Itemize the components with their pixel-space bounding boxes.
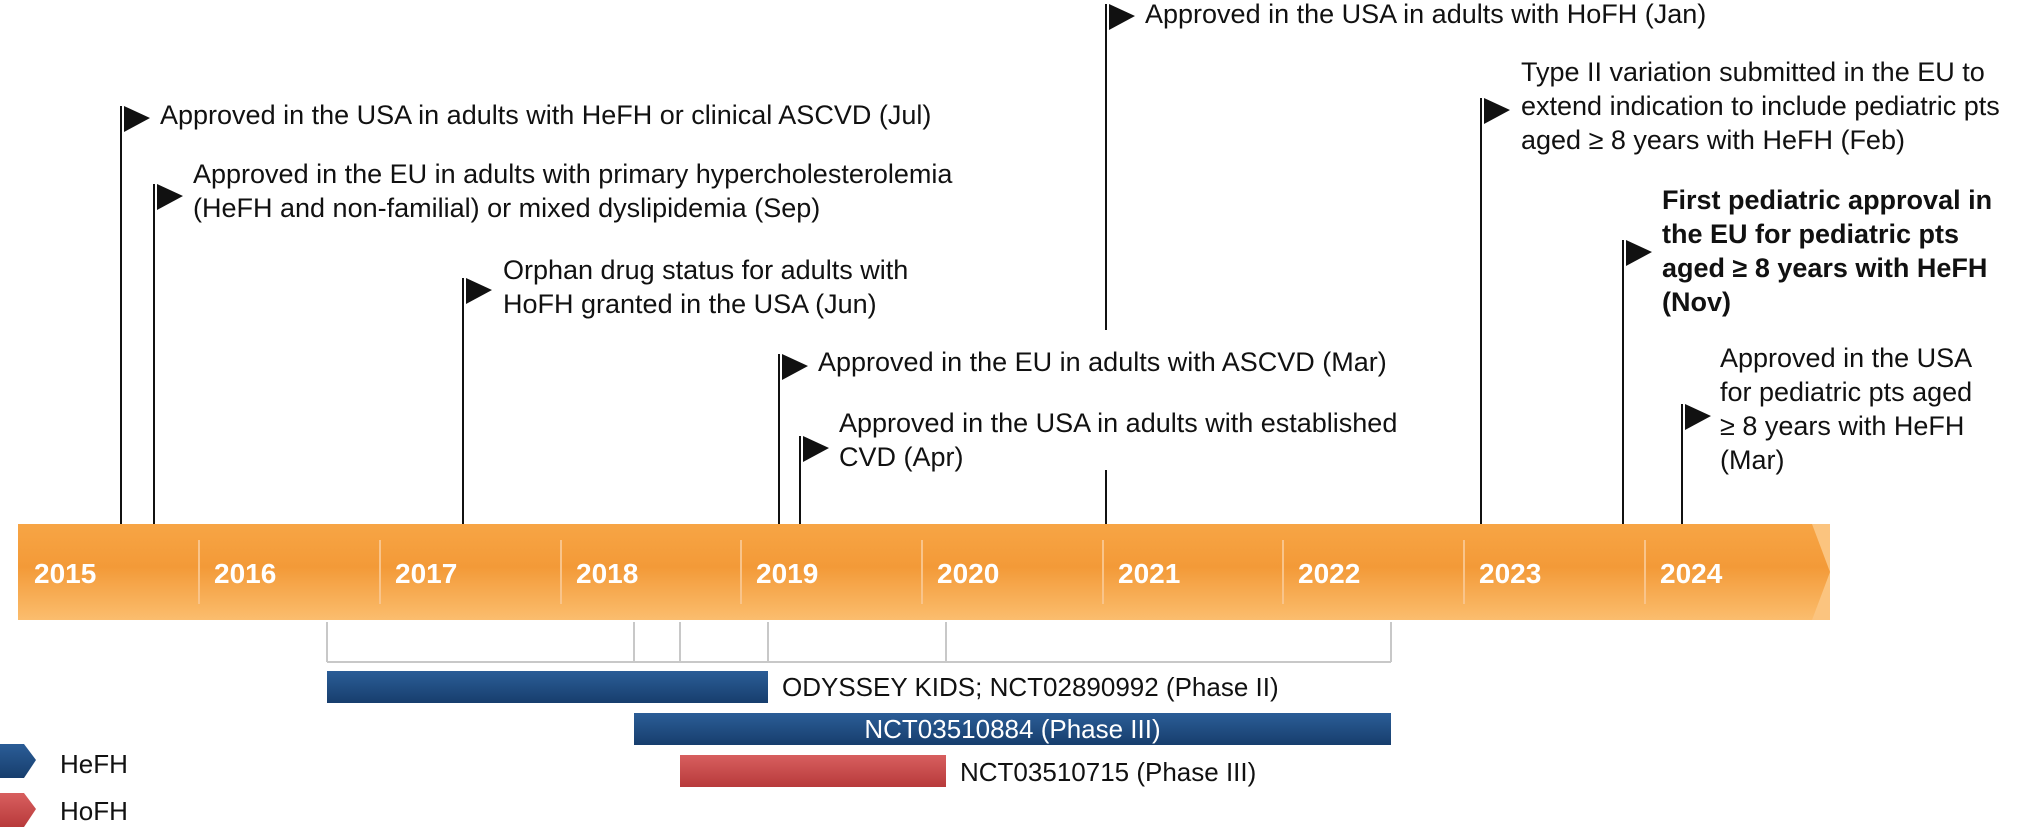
flag-marker — [1685, 404, 1711, 430]
year-label: 2018 — [576, 558, 638, 589]
year-label: 2021 — [1118, 558, 1180, 589]
flag-marker — [1109, 4, 1135, 30]
event-text: Approved in the EU in adults with ASCVD … — [818, 347, 1387, 377]
timeline-band — [18, 524, 1830, 620]
trial-bar-nct03510884 — [634, 713, 1391, 745]
legend-swatch-hofh — [0, 793, 36, 827]
year-label: 2016 — [214, 558, 276, 589]
event-text: Approved in the USA in adults with HoFH … — [1145, 0, 1707, 29]
year-label: 2023 — [1479, 558, 1541, 589]
legend-label-hefh: HeFH — [60, 749, 128, 779]
event-2: Approved in the EU in adults with primar… — [193, 157, 952, 225]
legend-label-hofh: HoFH — [60, 796, 128, 826]
event-text: (Nov) — [1662, 287, 1731, 317]
year-label: 2019 — [756, 558, 818, 589]
trial-bar-odyssey-kids — [327, 671, 768, 703]
year-label: 2020 — [937, 558, 999, 589]
event-text: aged ≥ 8 years with HeFH — [1662, 253, 1988, 283]
event-text: First pediatric approval in — [1662, 185, 1993, 215]
flag-marker — [124, 106, 150, 132]
legend — [0, 744, 36, 827]
event-flags — [124, 4, 1711, 462]
year-labels: 2015 2016 2017 2018 2019 2020 2021 2022 … — [34, 558, 1723, 589]
event-text: extend indication to include pediatric p… — [1521, 91, 2000, 121]
bracket-nct03510884 — [633, 622, 1392, 663]
flag-marker — [1484, 98, 1510, 124]
event-text: the EU for pediatric pts — [1662, 219, 1960, 249]
event-text: aged ≥ 8 years with HeFH (Feb) — [1521, 125, 1905, 155]
flag-marker — [466, 278, 492, 304]
event-text: ≥ 8 years with HeFH — [1720, 411, 1965, 441]
event-text: for pediatric pts aged — [1720, 377, 1973, 407]
event-text: (HeFH and non-familial) or mixed dyslipi… — [193, 193, 821, 223]
event-6: Approved in the USA in adults with HoFH … — [1145, 0, 1706, 31]
event-text: Approved in the EU in adults with primar… — [193, 159, 953, 189]
bracket-odyssey-kids — [326, 622, 769, 663]
flag-marker — [157, 184, 183, 210]
event-3: Orphan drug status for adults with HoFH … — [503, 253, 908, 321]
trial-brackets — [326, 622, 1392, 663]
trial-bars — [327, 671, 1391, 787]
event-8: First pediatric approval in the EU for p… — [1662, 183, 1992, 319]
trial-label-nct03510715: NCT03510715 (Phase III) — [960, 757, 1257, 787]
flag-marker — [803, 436, 829, 462]
year-label: 2024 — [1660, 558, 1723, 589]
event-4: Approved in the EU in adults with ASCVD … — [818, 345, 1387, 379]
event-text: Orphan drug status for adults with — [503, 255, 909, 285]
bracket-nct03510715 — [679, 622, 947, 663]
event-text: HoFH granted in the USA (Jun) — [503, 289, 877, 319]
event-1: Approved in the USA in adults with HeFH … — [160, 98, 931, 132]
event-text: Approved in the USA — [1720, 343, 1973, 373]
trial-label-nct03510884: NCT03510884 (Phase III) — [864, 714, 1161, 744]
year-label: 2022 — [1298, 558, 1360, 589]
event-text: Type II variation submitted in the EU to — [1521, 57, 1985, 87]
event-5: Approved in the USA in adults with estab… — [839, 406, 1397, 474]
event-text: CVD (Apr) — [839, 442, 964, 472]
trial-label-odyssey-kids: ODYSSEY KIDS; NCT02890992 (Phase II) — [782, 672, 1279, 702]
event-7: Type II variation submitted in the EU to… — [1521, 55, 2000, 157]
flag-marker — [1626, 240, 1652, 266]
flag-marker — [782, 354, 808, 380]
event-stems — [120, 4, 1683, 524]
year-label: 2017 — [395, 558, 457, 589]
event-9: Approved in the USA for pediatric pts ag… — [1720, 341, 1972, 477]
trial-bar-nct03510715 — [680, 755, 946, 787]
legend-swatch-hefh — [0, 744, 36, 778]
event-text: (Mar) — [1720, 445, 1785, 475]
event-text: Approved in the USA in adults with estab… — [839, 408, 1398, 438]
event-text: Approved in the USA in adults with HeFH … — [160, 100, 932, 130]
year-label: 2015 — [34, 558, 96, 589]
